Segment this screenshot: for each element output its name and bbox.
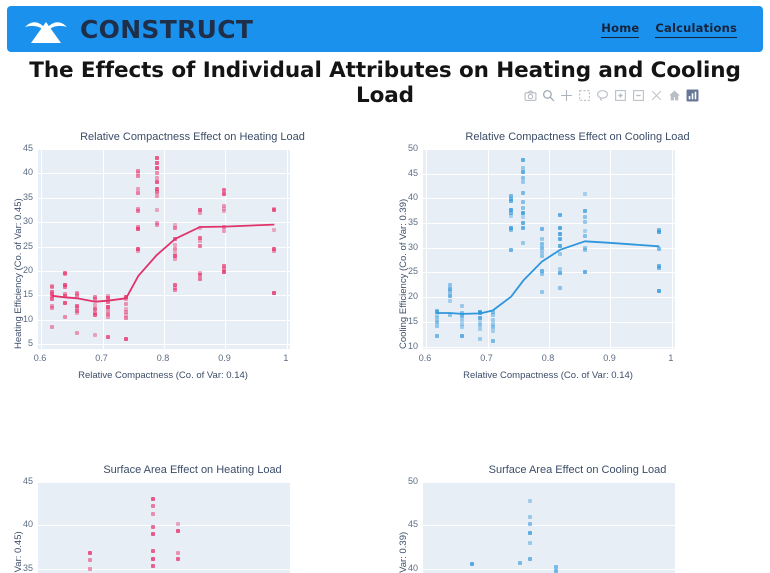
trend-line [385,118,770,438]
chart-rc-cooling[interactable]: Relative Compactness Effect on Cooling L… [385,118,770,430]
autoscale-icon[interactable] [649,88,663,102]
reset-axes-icon[interactable] [667,88,681,102]
chart-sa-cooling[interactable]: Surface Area Effect on Cooling Load 3035… [385,451,770,573]
zoom-icon[interactable] [541,88,555,102]
charts-container: Relative Compactness Effect on Heating L… [0,118,770,573]
top-navbar: CONSTRUCT Home Calculations [7,6,763,52]
brand-name: CONSTRUCT [80,15,253,44]
box-select-icon[interactable] [577,88,591,102]
chart-rc-heating[interactable]: Relative Compactness Effect on Heating L… [0,118,385,430]
chart-sa-heating[interactable]: Surface Area Effect on Heating Load 2530… [0,451,385,573]
camera-icon[interactable] [523,88,537,102]
nav-link-calculations[interactable]: Calculations [655,21,737,38]
trend-line [0,451,385,573]
brand[interactable]: CONSTRUCT [23,13,253,45]
arch-logo-icon [23,13,69,45]
pan-icon[interactable] [559,88,573,102]
trend-line [385,451,770,573]
plotly-logo-icon[interactable] [685,88,699,102]
zoom-out-icon[interactable] [631,88,645,102]
plotly-modebar [523,88,699,102]
trend-line [0,118,385,438]
nav-links: Home Calculations [601,21,745,38]
lasso-select-icon[interactable] [595,88,609,102]
chart-row-1: Relative Compactness Effect on Heating L… [0,118,770,430]
nav-link-home[interactable]: Home [601,21,639,38]
chart-row-2: Surface Area Effect on Heating Load 2530… [0,451,770,573]
zoom-in-icon[interactable] [613,88,627,102]
app-page: CONSTRUCT Home Calculations The Effects … [0,0,770,573]
